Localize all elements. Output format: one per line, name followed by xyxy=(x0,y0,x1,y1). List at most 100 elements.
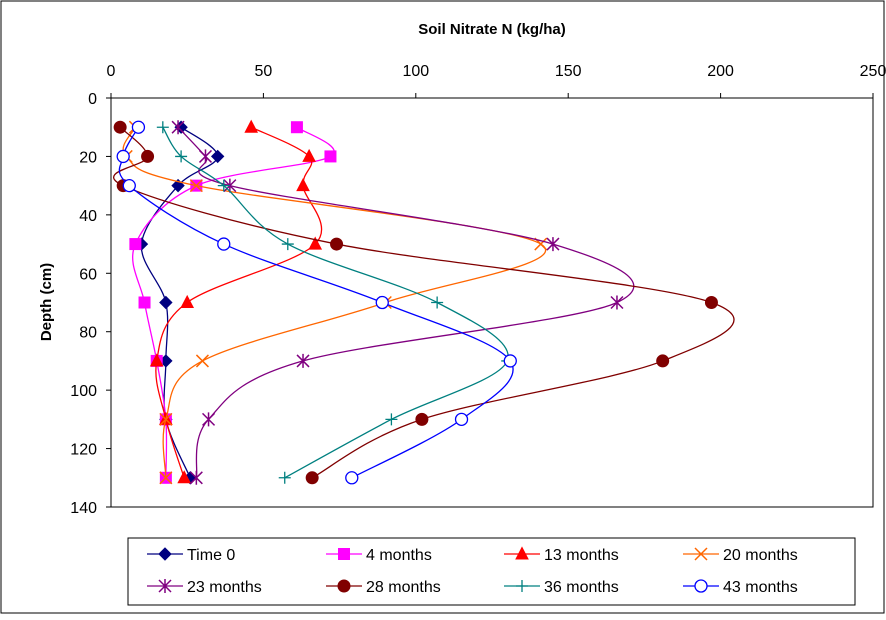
x-tick-label: 200 xyxy=(707,63,734,80)
series-line xyxy=(113,126,735,479)
legend-item: 43 months xyxy=(683,579,798,596)
data-point xyxy=(116,149,130,164)
data-point xyxy=(503,354,517,368)
legend-marker xyxy=(516,580,528,592)
legend-marker xyxy=(694,547,708,561)
legend-label: 13 months xyxy=(544,547,619,564)
legend: Time 0 4 months 13 months 20 months 23 month… xyxy=(147,546,798,596)
legend-label: Time 0 xyxy=(187,547,235,564)
series-line xyxy=(122,126,547,478)
legend-item: 13 months xyxy=(504,546,619,564)
data-point xyxy=(454,412,469,427)
data-point xyxy=(302,148,316,162)
data-point xyxy=(415,412,429,426)
series-3 xyxy=(149,119,323,484)
legend-item: 20 months xyxy=(683,547,798,564)
y-tick-label: 80 xyxy=(79,325,97,342)
x-tick-label: 50 xyxy=(255,63,273,80)
data-point xyxy=(189,470,203,485)
series-6 xyxy=(113,120,735,485)
data-point xyxy=(330,237,344,251)
data-point xyxy=(296,178,310,192)
data-point xyxy=(129,238,142,251)
data-point xyxy=(278,471,291,484)
legend-label: 4 months xyxy=(366,547,432,564)
x-tick-label: 150 xyxy=(555,63,582,80)
y-tick-label: 120 xyxy=(70,442,97,459)
data-point xyxy=(223,178,237,193)
legend-label: 28 months xyxy=(366,579,441,596)
data-point xyxy=(610,295,624,310)
data-point xyxy=(189,179,203,193)
data-point xyxy=(217,179,230,192)
y-tick-label: 140 xyxy=(70,500,97,517)
data-point xyxy=(656,354,670,368)
y-ticks: 0 20 40 60 80 100 120 140 xyxy=(70,91,111,517)
y-tick-label: 20 xyxy=(79,149,97,166)
data-point xyxy=(195,354,209,368)
data-point xyxy=(704,296,718,309)
legend-marker xyxy=(337,579,351,593)
data-point xyxy=(290,121,303,134)
axes xyxy=(110,97,873,507)
data-point xyxy=(281,238,294,251)
legend-label: 20 months xyxy=(723,547,798,564)
legend-box xyxy=(127,537,856,606)
data-point xyxy=(149,353,164,367)
legend-item: 28 months xyxy=(326,579,441,596)
data-point xyxy=(244,119,259,133)
data-point xyxy=(431,296,444,309)
legend-item: 23 months xyxy=(147,579,262,596)
y-tick-label: 100 xyxy=(70,383,97,400)
x-tick-label: 0 xyxy=(107,63,116,80)
data-point xyxy=(345,471,359,485)
data-point xyxy=(175,150,188,163)
series-line xyxy=(177,126,635,478)
data-point xyxy=(156,121,169,134)
series-8 xyxy=(116,120,517,485)
legend-marker xyxy=(515,546,529,560)
legend-label: 23 months xyxy=(187,579,262,596)
data-point xyxy=(385,413,398,426)
data-point xyxy=(113,120,127,134)
series-layer xyxy=(113,119,735,485)
data-point xyxy=(159,471,173,485)
data-point xyxy=(180,294,195,308)
data-point xyxy=(308,236,323,250)
data-point xyxy=(217,237,231,251)
x-axis-title: Soil Nitrate N (kg/ha) xyxy=(418,21,566,38)
data-point xyxy=(159,295,173,310)
y-axis-title: Depth (cm) xyxy=(38,263,55,341)
data-point xyxy=(177,470,191,484)
y-tick-label: 40 xyxy=(79,208,97,225)
data-point xyxy=(138,296,151,309)
legend-item: Time 0 xyxy=(147,547,235,564)
x-tick-label: 100 xyxy=(402,63,429,80)
data-point xyxy=(210,149,225,164)
legend-marker xyxy=(694,579,708,593)
data-point xyxy=(131,120,146,134)
plot-area xyxy=(110,97,874,508)
y-tick-label: 0 xyxy=(88,91,97,108)
data-point xyxy=(141,149,155,163)
data-point xyxy=(296,353,310,368)
legend-label: 43 months xyxy=(723,579,798,596)
series-5 xyxy=(171,120,635,485)
data-point xyxy=(122,178,136,193)
data-point xyxy=(375,295,389,310)
data-point xyxy=(305,471,319,485)
data-point xyxy=(159,412,173,426)
series-7 xyxy=(156,121,514,484)
x-ticks: 0 50 100 150 200 250 xyxy=(107,63,886,98)
legend-marker xyxy=(158,579,172,593)
data-point xyxy=(324,150,337,163)
x-tick-label: 250 xyxy=(860,63,886,80)
data-point xyxy=(546,237,560,252)
data-point xyxy=(171,120,185,135)
legend-item: 36 months xyxy=(504,579,619,596)
y-tick-label: 60 xyxy=(79,266,97,283)
legend-marker xyxy=(338,548,350,560)
legend-marker xyxy=(158,547,172,561)
